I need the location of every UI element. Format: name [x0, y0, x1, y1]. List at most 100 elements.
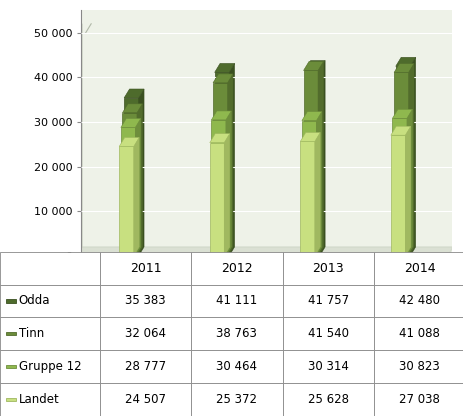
Text: 2012: 2012 [220, 262, 252, 275]
Polygon shape [303, 62, 323, 70]
Text: Tinn: Tinn [19, 327, 44, 340]
Polygon shape [135, 119, 140, 256]
Polygon shape [408, 64, 413, 256]
Bar [191, 285, 282, 317]
Polygon shape [213, 74, 232, 83]
Bar [100, 317, 191, 350]
Bar [0, 252, 100, 285]
Bar [100, 252, 191, 285]
Bar [100, 350, 191, 383]
Polygon shape [224, 134, 229, 256]
Bar [191, 383, 282, 416]
Text: 25 628: 25 628 [307, 393, 348, 406]
Polygon shape [227, 74, 232, 256]
Text: Odda: Odda [19, 295, 50, 307]
Bar [6, 398, 16, 401]
Polygon shape [409, 57, 415, 256]
Polygon shape [225, 111, 231, 256]
Bar [282, 285, 373, 317]
Polygon shape [405, 126, 410, 256]
Polygon shape [392, 109, 412, 118]
Polygon shape [211, 120, 225, 256]
Polygon shape [119, 146, 133, 256]
Polygon shape [319, 61, 325, 256]
Text: 30 314: 30 314 [307, 360, 348, 373]
Text: 42 480: 42 480 [398, 295, 439, 307]
Bar [100, 383, 191, 416]
Polygon shape [305, 69, 319, 256]
Polygon shape [138, 89, 144, 256]
Text: 38 763: 38 763 [216, 327, 257, 340]
Polygon shape [301, 121, 316, 256]
Bar [0, 350, 100, 383]
Bar [282, 317, 373, 350]
Bar [282, 252, 373, 285]
Polygon shape [119, 138, 139, 146]
Bar [6, 365, 16, 368]
Text: 30 464: 30 464 [216, 360, 257, 373]
Polygon shape [303, 70, 317, 256]
Polygon shape [122, 104, 142, 113]
Polygon shape [120, 127, 135, 256]
Text: Gruppe 12: Gruppe 12 [19, 360, 81, 373]
Bar [373, 285, 463, 317]
Polygon shape [213, 83, 227, 256]
Bar [373, 252, 463, 285]
Polygon shape [76, 24, 82, 256]
Polygon shape [229, 64, 234, 256]
Bar [0, 285, 100, 317]
Bar [191, 317, 282, 350]
Text: 30 823: 30 823 [399, 360, 439, 373]
Text: 28 777: 28 777 [125, 360, 166, 373]
Polygon shape [214, 64, 234, 72]
Polygon shape [317, 62, 323, 256]
Text: 2013: 2013 [312, 262, 344, 275]
Bar [282, 383, 373, 416]
Text: 32 064: 32 064 [125, 327, 166, 340]
Text: 41 111: 41 111 [216, 295, 257, 307]
Polygon shape [392, 118, 406, 256]
Polygon shape [314, 133, 319, 256]
Polygon shape [406, 109, 412, 256]
Text: 25 372: 25 372 [216, 393, 257, 406]
Polygon shape [390, 135, 405, 256]
Bar [6, 332, 16, 335]
Bar [0, 383, 100, 416]
Bar [191, 252, 282, 285]
Polygon shape [120, 119, 140, 127]
Text: 41 757: 41 757 [307, 295, 348, 307]
Polygon shape [390, 126, 410, 135]
Bar [191, 350, 282, 383]
Polygon shape [393, 72, 408, 256]
Polygon shape [393, 64, 413, 72]
Polygon shape [209, 134, 229, 143]
Text: 2011: 2011 [129, 262, 161, 275]
Bar [0, 317, 100, 350]
Bar [373, 383, 463, 416]
Text: 24 507: 24 507 [125, 393, 166, 406]
Polygon shape [133, 138, 139, 256]
Polygon shape [301, 111, 321, 121]
Polygon shape [122, 113, 137, 256]
Polygon shape [305, 61, 325, 69]
Text: 41 088: 41 088 [398, 327, 439, 340]
Polygon shape [124, 89, 144, 98]
Text: 41 540: 41 540 [307, 327, 348, 340]
Polygon shape [124, 98, 138, 256]
Polygon shape [209, 143, 224, 256]
Polygon shape [76, 247, 452, 256]
Text: 27 038: 27 038 [398, 393, 439, 406]
Text: 2014: 2014 [403, 262, 435, 275]
Polygon shape [211, 111, 231, 120]
Bar [282, 350, 373, 383]
Polygon shape [137, 104, 142, 256]
Text: Landet: Landet [19, 393, 59, 406]
Polygon shape [214, 72, 229, 256]
Bar [373, 350, 463, 383]
Polygon shape [300, 141, 314, 256]
Polygon shape [395, 66, 409, 256]
Bar [373, 317, 463, 350]
Polygon shape [395, 57, 415, 66]
Bar [6, 300, 16, 302]
Text: 35 383: 35 383 [125, 295, 165, 307]
